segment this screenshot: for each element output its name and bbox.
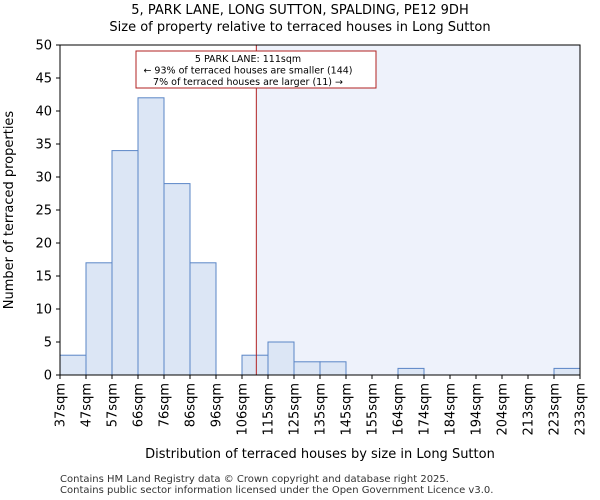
histogram-bar — [189, 262, 217, 376]
footer-copyright: Contains HM Land Registry data © Crown c… — [60, 474, 449, 485]
annotation-line: ← 93% of terraced houses are smaller (14… — [143, 66, 352, 77]
y-tick-label: 20 — [35, 237, 52, 252]
annotation-line: 7% of terraced houses are larger (11) → — [153, 77, 343, 88]
y-tick-label: 40 — [35, 105, 52, 120]
histogram-chart: 0 5 10 15 20 25 30 35 40 45 50 37sqm 47sqm 57sqm 66sqm… — [2, 39, 589, 463]
y-tick-label: 35 — [35, 138, 52, 153]
annotation-line: 5 PARK LANE: 111sqm — [195, 54, 301, 65]
x-tick-label: 47sqm — [80, 383, 95, 427]
x-tick-label: 125sqm — [288, 383, 303, 436]
histogram-bar — [267, 341, 295, 376]
x-tick-label: 174sqm — [418, 383, 433, 436]
x-tick-label: 233sqm — [574, 383, 589, 436]
x-tick-label: 155sqm — [366, 383, 381, 436]
x-tick-label: 76sqm — [158, 383, 173, 427]
x-tick-label: 213sqm — [522, 383, 537, 436]
histogram-bar — [137, 97, 165, 376]
y-tick-label: 0 — [44, 369, 52, 384]
histogram-bar — [553, 367, 581, 376]
x-tick-label: 66sqm — [132, 383, 147, 427]
histogram-bar — [241, 354, 269, 376]
x-tick-label: 115sqm — [262, 383, 277, 436]
chart-subtitle: Size of property relative to terraced ho… — [109, 20, 491, 35]
chart-title: 5, PARK LANE, LONG SUTTON, SPALDING, PE1… — [131, 3, 469, 18]
x-tick-label: 194sqm — [470, 383, 485, 436]
footer-licence: Contains public sector information licen… — [60, 485, 494, 496]
x-tick-label: 106sqm — [236, 383, 251, 436]
histogram-bar — [163, 183, 191, 376]
y-tick-label: 30 — [35, 171, 52, 186]
x-tick-label: 135sqm — [314, 383, 329, 436]
histogram-bar — [85, 262, 113, 376]
y-tick-label: 25 — [35, 204, 52, 219]
histogram-bar — [397, 367, 425, 376]
histogram-bar — [111, 150, 139, 376]
y-tick-label: 5 — [44, 336, 52, 351]
y-tick-label: 10 — [35, 303, 52, 318]
x-tick-label: 184sqm — [444, 383, 459, 436]
x-axis-title: Distribution of terraced houses by size … — [145, 447, 495, 462]
x-tick-label: 37sqm — [54, 383, 69, 427]
histogram-bar — [293, 361, 321, 376]
y-axis-title: Number of terraced properties — [2, 111, 17, 310]
annotation-box — [135, 50, 377, 89]
y-tick-label: 50 — [35, 39, 52, 54]
y-tick-label: 15 — [35, 270, 52, 285]
histogram-bar — [59, 354, 87, 376]
x-tick-label: 223sqm — [548, 383, 563, 436]
histogram-bar — [319, 361, 347, 376]
x-tick-label: 86sqm — [184, 383, 199, 427]
x-tick-label: 164sqm — [392, 383, 407, 436]
x-tick-label: 145sqm — [340, 383, 355, 436]
y-tick-label: 45 — [35, 72, 52, 87]
x-tick-label: 96sqm — [210, 383, 225, 427]
x-tick-label: 204sqm — [496, 383, 511, 436]
x-tick-label: 57sqm — [106, 383, 121, 427]
highlight-region — [256, 45, 580, 375]
